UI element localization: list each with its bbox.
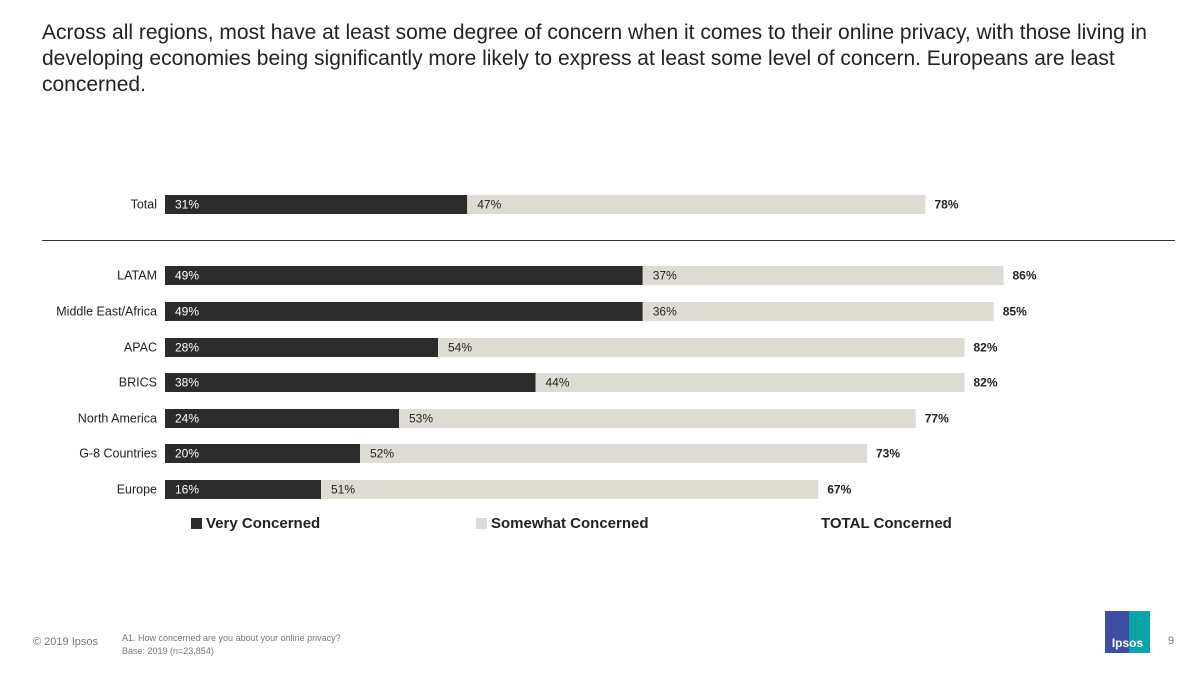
value-label-somewhat-middle-east-africa: 36%: [653, 305, 677, 319]
bar-somewhat-concerned-total: [467, 195, 926, 214]
logo-text: Ipsos: [1111, 636, 1144, 650]
value-label-total-middle-east-africa: 85%: [1003, 305, 1027, 319]
bar-very-concerned-europe: [165, 480, 321, 499]
category-label-total: Total: [131, 198, 157, 212]
bar-very-concerned-brics: [165, 373, 536, 392]
category-label-apac: APAC: [124, 341, 157, 355]
value-label-very-apac: 28%: [175, 341, 199, 355]
category-label-g-8-countries: G-8 Countries: [79, 447, 157, 461]
value-label-total-total: 78%: [935, 198, 959, 212]
value-label-total-apac: 82%: [974, 341, 998, 355]
value-label-total-g-8-countries: 73%: [876, 447, 900, 461]
legend-very-concerned: Very Concerned: [191, 515, 320, 532]
value-label-somewhat-europe: 51%: [331, 483, 355, 497]
bar-somewhat-concerned-middle-east-africa: [642, 302, 994, 321]
page-number: 9: [1168, 635, 1175, 647]
bar-very-concerned-total: [165, 195, 468, 214]
bar-very-concerned-apac: [165, 338, 438, 357]
bar-very-concerned-middle-east-africa: [165, 302, 643, 321]
value-label-somewhat-total: 47%: [477, 198, 501, 212]
value-label-very-brics: 38%: [175, 376, 199, 390]
value-label-very-north-america: 24%: [175, 412, 199, 426]
legend-total-concerned: TOTAL Concerned: [821, 515, 952, 532]
value-label-total-latam: 86%: [1013, 269, 1037, 283]
footnote: A1. How concerned are you about your onl…: [122, 632, 341, 658]
legend-label-somewhat: Somewhat Concerned: [491, 515, 649, 532]
value-label-somewhat-g-8-countries: 52%: [370, 447, 394, 461]
bar-very-concerned-latam: [165, 266, 643, 285]
value-label-total-europe: 67%: [827, 483, 851, 497]
value-label-very-total: 31%: [175, 198, 199, 212]
category-label-europe: Europe: [117, 483, 157, 497]
value-label-very-middle-east-africa: 49%: [175, 305, 199, 319]
base-note: Base: 2019 (n=23,854): [122, 646, 214, 656]
bar-somewhat-concerned-g-8-countries: [360, 444, 867, 463]
bar-somewhat-concerned-apac: [438, 338, 965, 357]
page-title: Across all regions, most have at least s…: [42, 21, 1147, 96]
bar-somewhat-concerned-brics: [535, 373, 965, 392]
category-label-middle-east-africa: Middle East/Africa: [56, 305, 157, 319]
bar-very-concerned-north-america: [165, 409, 399, 428]
value-label-very-europe: 16%: [175, 483, 199, 497]
category-label-north-america: North America: [78, 412, 157, 426]
legend-label-total: TOTAL Concerned: [821, 515, 952, 532]
legend-swatch-somewhat: [476, 518, 487, 529]
total-divider: [42, 240, 1175, 241]
value-label-somewhat-brics: 44%: [546, 376, 570, 390]
logo-block: [1105, 611, 1129, 653]
value-label-total-brics: 82%: [974, 376, 998, 390]
bar-very-concerned-g-8-countries: [165, 444, 360, 463]
value-label-somewhat-north-america: 53%: [409, 412, 433, 426]
category-label-latam: LATAM: [117, 269, 157, 283]
bar-somewhat-concerned-latam: [642, 266, 1004, 285]
ipsos-logo: Ipsos: [1105, 611, 1150, 653]
legend-somewhat-concerned: Somewhat Concerned: [476, 515, 649, 532]
value-label-total-north-america: 77%: [925, 412, 949, 426]
copyright: © 2019 Ipsos: [33, 636, 98, 648]
legend-swatch-very: [191, 518, 202, 529]
bar-somewhat-concerned-north-america: [399, 409, 916, 428]
value-label-very-latam: 49%: [175, 269, 199, 283]
value-label-very-g-8-countries: 20%: [175, 447, 199, 461]
value-label-somewhat-apac: 54%: [448, 341, 472, 355]
bar-somewhat-concerned-europe: [321, 480, 819, 499]
legend-label-very: Very Concerned: [206, 515, 321, 532]
question-note: A1. How concerned are you about your onl…: [122, 633, 341, 643]
value-label-somewhat-latam: 37%: [653, 269, 677, 283]
category-label-brics: BRICS: [119, 376, 157, 390]
